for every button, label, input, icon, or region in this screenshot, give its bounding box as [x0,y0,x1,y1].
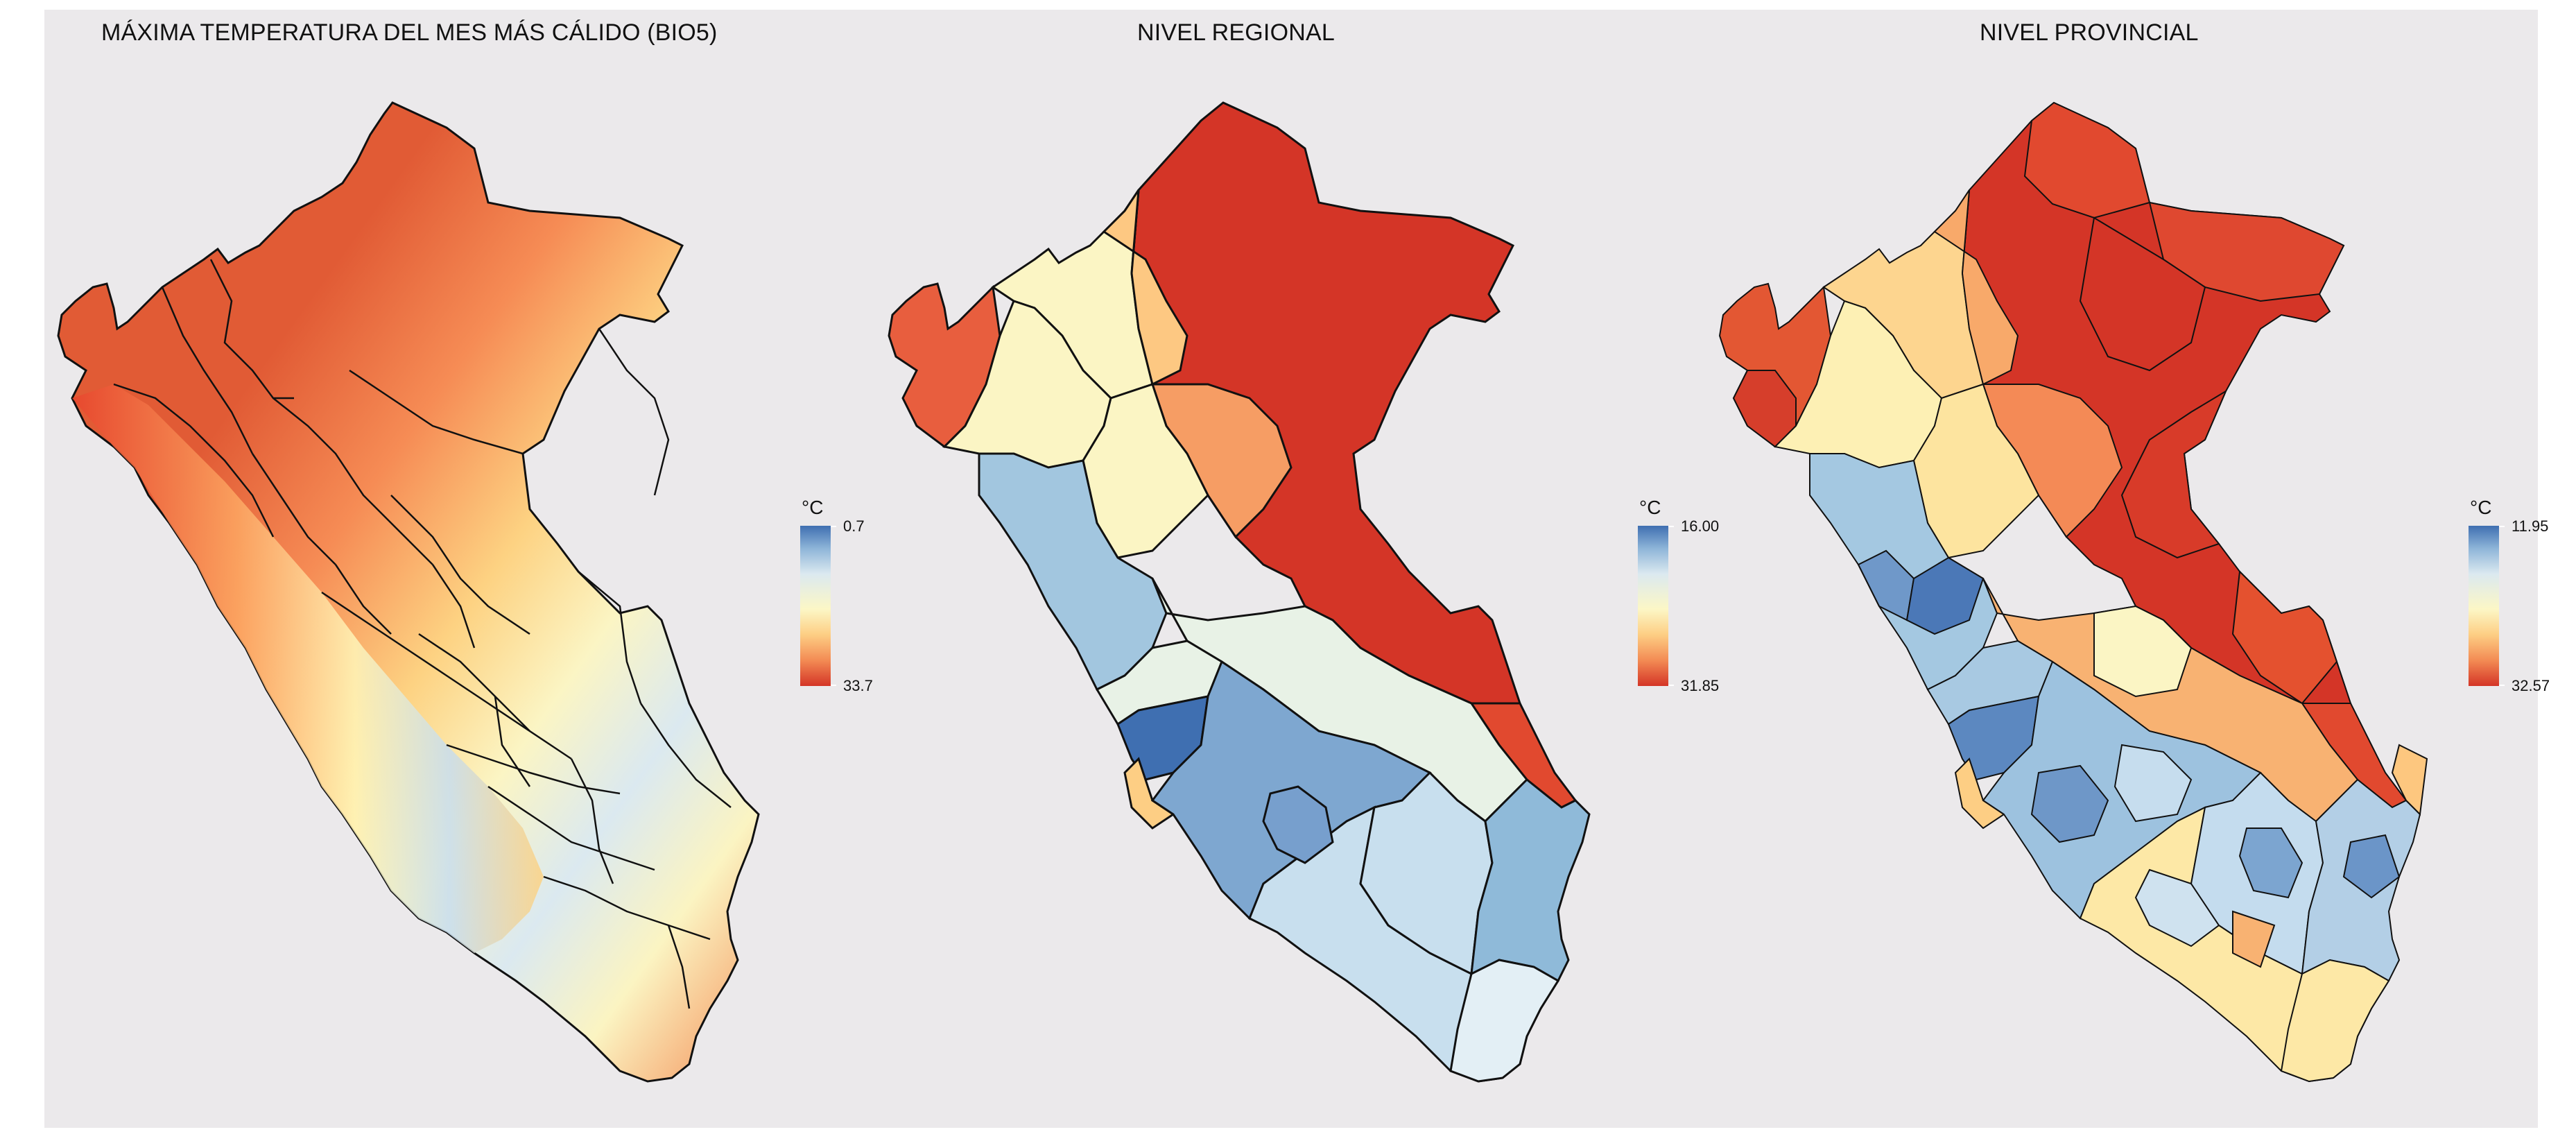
legend-tick-bottom-regional [1668,685,1674,686]
panel-title-bio5: MÁXIMA TEMPERATURA DEL MES MÁS CÁLIDO (B… [101,19,718,46]
legend-top-label-bio5: 0.7 [843,517,865,535]
legend-tick-bottom-provincial [2499,685,2505,686]
legend-top-label-provincial: 11.95 [2512,517,2549,535]
legend-colorbar-regional [1638,526,1668,686]
legend-tick-top-regional [1668,526,1674,527]
map-figure: MÁXIMA TEMPERATURA DEL MES MÁS CÁLIDO (B… [44,10,2550,1128]
peru-map-provincial [1718,101,2428,1083]
legend-tick-bottom-bio5 [831,685,836,686]
panel-regional: NIVEL REGIONAL [875,10,1719,1128]
legend-provincial: °C 11.95 32.57 [2469,497,2552,705]
peru-map-raster [57,101,760,1083]
legend-bio5: °C 0.7 33.7 [800,497,883,705]
provincial-polygons [1718,101,2428,1083]
legend-colorbar-provincial [2469,526,2499,686]
legend-tick-top-bio5 [831,526,836,527]
country-outline [57,101,760,1083]
panel-provincial: NIVEL PROVINCIAL [1706,10,2550,1128]
legend-unit-bio5: °C [802,497,824,518]
panel-bio5: MÁXIMA TEMPERATURA DEL MES MÁS CÁLIDO (B… [44,10,875,1128]
region-boundaries [113,259,732,1009]
legend-colorbar-bio5 [800,526,831,686]
legend-top-label-regional: 16.00 [1681,517,1720,535]
legend-bottom-label-regional: 31.85 [1681,677,1720,694]
legend-bottom-label-bio5: 33.7 [843,677,873,694]
regional-polygons [888,101,1591,1083]
legend-regional: °C 16.00 31.85 [1638,497,1721,705]
legend-tick-top-provincial [2499,526,2505,527]
legend-unit-regional: °C [1639,497,1661,518]
legend-unit-provincial: °C [2470,497,2492,518]
peru-map-regional [888,101,1591,1083]
legend-bottom-label-provincial: 32.57 [2512,677,2550,694]
panel-title-provincial: NIVEL PROVINCIAL [1980,19,2199,46]
panel-title-regional: NIVEL REGIONAL [1137,19,1335,46]
